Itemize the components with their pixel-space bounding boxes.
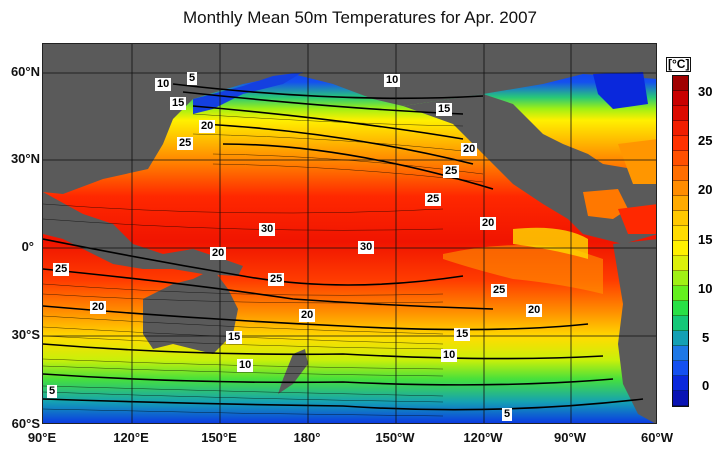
contour-label: 20: [210, 247, 227, 260]
contour-label: 20: [199, 120, 216, 133]
contour-label: 30: [358, 241, 375, 254]
colorbar-segment: [673, 211, 688, 226]
contour-label: 25: [491, 284, 508, 297]
lat-label-0: 0°: [21, 239, 34, 254]
contour-label: 20: [480, 217, 497, 230]
contour-label: 10: [384, 74, 401, 87]
lon-label-120w: 120°W: [463, 430, 503, 445]
contour-label: 15: [226, 331, 243, 344]
contour-label: 20: [90, 301, 107, 314]
colorbar-segment: [673, 301, 688, 316]
colorbar-segment: [673, 226, 688, 241]
contour-label: 15: [170, 97, 187, 110]
contour-label: 25: [268, 273, 285, 286]
colorbar: [672, 75, 689, 407]
colorbar-segment: [673, 391, 688, 406]
colorbar-segment: [673, 196, 688, 211]
colorbar-segment: [673, 181, 688, 196]
contour-label: 5: [47, 385, 58, 398]
temperature-map: [42, 43, 657, 424]
colorbar-segment: [673, 121, 688, 136]
colorbar-tick-0: 0: [702, 378, 710, 393]
colorbar-segment: [673, 241, 688, 256]
lat-label-60s: 60°S: [11, 416, 40, 431]
colorbar-segment: [673, 271, 688, 286]
colorbar-segment: [673, 316, 688, 331]
colorbar-segment: [673, 376, 688, 391]
contour-label: 25: [53, 263, 70, 276]
contour-label: 25: [425, 193, 442, 206]
contour-label: 20: [299, 309, 316, 322]
colorbar-tick-30: 30: [698, 84, 713, 99]
lat-label-30n: 30°N: [10, 151, 40, 166]
colorbar-segment: [673, 361, 688, 376]
lat-label-60n: 60°N: [10, 64, 40, 79]
colorbar-tick-20: 20: [698, 182, 713, 197]
contour-label: 25: [443, 165, 460, 178]
contour-label: 15: [454, 328, 471, 341]
lon-label-180: 180°: [293, 430, 321, 445]
lat-label-30s: 30°S: [11, 327, 40, 342]
contour-label: 5: [502, 408, 513, 421]
colorbar-segment: [673, 91, 688, 106]
colorbar-segment: [673, 286, 688, 301]
contour-label: 5: [187, 72, 198, 85]
colorbar-segment: [673, 331, 688, 346]
contour-label: 20: [461, 143, 478, 156]
contour-label: 25: [177, 137, 194, 150]
lon-label-150e: 150°E: [201, 430, 237, 445]
lon-label-90w: 90°W: [554, 430, 586, 445]
lon-label-150w: 150°W: [375, 430, 415, 445]
contour-label: 15: [436, 103, 453, 116]
colorbar-segment: [673, 76, 688, 91]
colorbar-segment: [673, 106, 688, 121]
colorbar-tick-25: 25: [698, 133, 713, 148]
chart-title: Monthly Mean 50m Temperatures for Apr. 2…: [182, 8, 538, 27]
contour-label: 10: [237, 359, 254, 372]
colorbar-segment: [673, 346, 688, 361]
lon-label-60w: 60°W: [641, 430, 673, 445]
contour-label: 10: [155, 78, 172, 91]
contour-label: 20: [526, 304, 543, 317]
lon-label-90e: 90°E: [27, 430, 57, 445]
colorbar-segment: [673, 256, 688, 271]
colorbar-tick-15: 15: [698, 232, 713, 247]
colorbar-segment: [673, 151, 688, 166]
colorbar-tick-5: 5: [702, 330, 710, 345]
colorbar-segment: [673, 136, 688, 151]
colorbar-segment: [673, 166, 688, 181]
colorbar-unit: [°C]: [666, 57, 692, 72]
contour-label: 10: [441, 349, 458, 362]
map-field: [43, 44, 656, 423]
contour-label: 30: [259, 223, 276, 236]
colorbar-tick-10: 10: [698, 281, 713, 296]
lon-label-120e: 120°E: [113, 430, 149, 445]
